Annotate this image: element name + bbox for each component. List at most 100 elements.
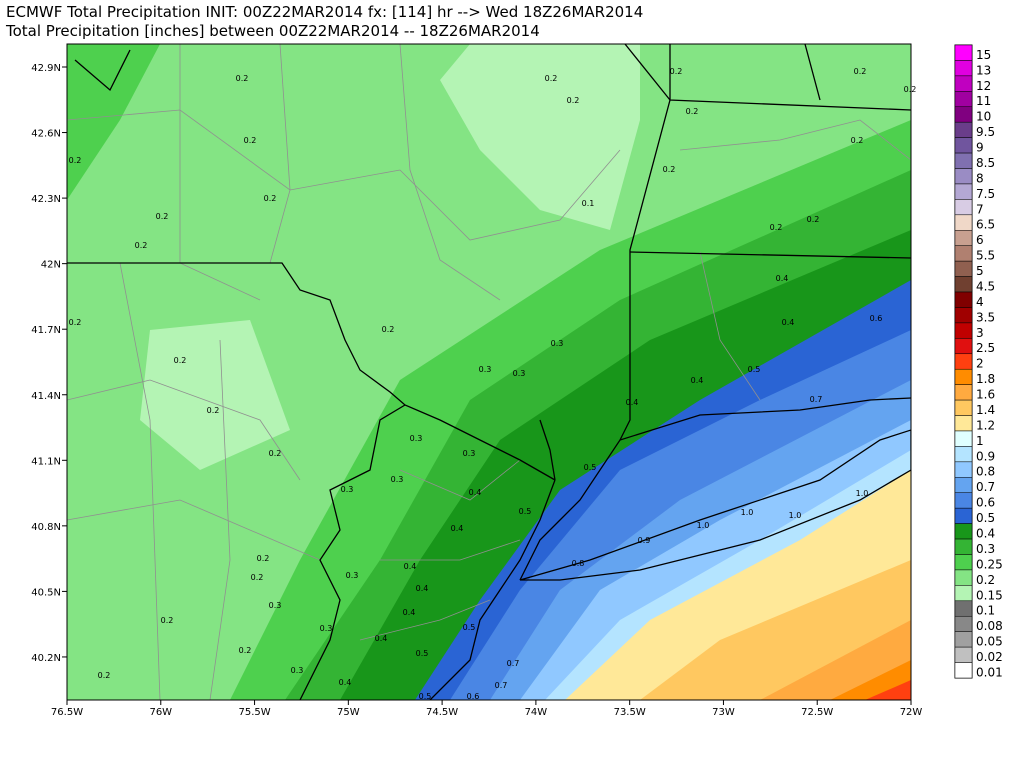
contour-label: 0.3 [513, 369, 526, 378]
colorbar-label: 8 [976, 171, 984, 185]
colorbar-swatch [954, 569, 973, 586]
colorbar-label: 0.7 [976, 480, 995, 494]
colorbar-swatch [954, 415, 973, 432]
colorbar-swatch [954, 322, 973, 339]
contour-label: 0.2 [161, 616, 174, 625]
contour-label: 1.0 [789, 511, 802, 520]
colorbar-swatch [954, 538, 973, 555]
subtitle: Total Precipitation [inches] between 00Z… [5, 22, 540, 40]
contour-label: 0.5 [419, 692, 432, 701]
colorbar-swatch [954, 44, 973, 61]
colorbar-label: 2.5 [976, 341, 995, 355]
colorbar-label: 5.5 [976, 249, 995, 263]
colorbar-label: 5 [976, 264, 984, 278]
colorbar-label: 1.4 [976, 403, 995, 417]
colorbar-label: 2 [976, 357, 984, 371]
contour-label: 0.4 [403, 608, 416, 617]
colorbar-label: 1 [976, 434, 984, 448]
colorbar-label: 10 [976, 110, 991, 124]
contour-label: 0.2 [663, 165, 676, 174]
colorbar-swatch [954, 399, 973, 416]
colorbar-label: 7.5 [976, 187, 995, 201]
colorbar-swatch [954, 430, 973, 447]
contour-label: 0.5 [463, 623, 476, 632]
contour-label: 0.2 [244, 136, 257, 145]
lat-label: 42.6N [31, 129, 61, 140]
colorbar-label: 0.2 [976, 573, 995, 587]
contour-label: 0.3 [410, 434, 423, 443]
colorbar-swatch [954, 585, 973, 602]
colorbar-swatch [954, 91, 973, 108]
lat-label: 42N [41, 260, 61, 271]
contour-label: 0.2 [135, 241, 148, 250]
colorbar-swatch [954, 276, 973, 293]
lon-label: 73W [712, 707, 735, 718]
contour-label: 0.2 [264, 194, 277, 203]
contour-label: 0.2 [807, 215, 820, 224]
lat-label: 41.1N [31, 456, 61, 467]
contour-label: 0.4 [776, 274, 789, 283]
colorbar-swatch [954, 492, 973, 509]
contour-label: 0.2 [69, 156, 82, 165]
colorbar-swatch [954, 245, 973, 262]
colorbar-swatch [954, 615, 973, 632]
contour-label: 0.3 [291, 666, 304, 675]
contour-label: 0.3 [391, 475, 404, 484]
colorbar-label: 1.8 [976, 372, 995, 386]
lat-label: 42.9N [31, 63, 61, 74]
lon-label: 75W [337, 707, 360, 718]
title: ECMWF Total Precipitation INIT: 00Z22MAR… [6, 3, 643, 21]
colorbar-swatch [954, 523, 973, 540]
lat-label: 41.7N [31, 325, 61, 336]
colorbar-swatch [954, 338, 973, 355]
colorbar-swatch [954, 353, 973, 370]
colorbar-label: 0.25 [976, 557, 1003, 571]
contour-label: 1.0 [856, 489, 869, 498]
colorbar-label: 0.6 [976, 496, 995, 510]
colorbar-label: 13 [976, 63, 991, 77]
contour-label: 0.2 [257, 554, 270, 563]
colorbar-label: 0.15 [976, 588, 1003, 602]
lon-label: 74W [525, 707, 548, 718]
contour-label: 0.4 [339, 678, 352, 687]
colorbar-swatch [954, 507, 973, 524]
contour-label: 0.8 [572, 559, 585, 568]
contour-label: 0.2 [686, 107, 699, 116]
contour-label: 0.4 [782, 318, 795, 327]
lon-label: 76.5W [51, 707, 83, 718]
colorbar-swatch [954, 307, 973, 324]
lon-label: 74.5W [426, 707, 458, 718]
lon-label: 76W [149, 707, 172, 718]
contour-label: 0.2 [98, 671, 111, 680]
colorbar-swatch [954, 75, 973, 92]
colorbar-label: 6.5 [976, 218, 995, 232]
contour-label: 0.5 [584, 463, 597, 472]
contour-label: 0.3 [320, 624, 333, 633]
colorbar-label: 9.5 [976, 125, 995, 139]
contour-label: 0.4 [375, 634, 388, 643]
colorbar-swatch [954, 554, 973, 571]
colorbar-swatch [954, 106, 973, 123]
colorbar-label: 0.3 [976, 542, 995, 556]
colorbar-label: 0.5 [976, 511, 995, 525]
lon-label: 72.5W [801, 707, 833, 718]
contour-label: 0.9 [638, 536, 651, 545]
colorbar-label: 0.02 [976, 650, 1003, 664]
colorbar-label: 3.5 [976, 310, 995, 324]
colorbar-label: 0.05 [976, 635, 1003, 649]
colorbar-swatch [954, 137, 973, 154]
colorbar-label: 8.5 [976, 156, 995, 170]
colorbar-label: 7 [976, 202, 984, 216]
colorbar-label: 11 [976, 94, 991, 108]
colorbar-label: 1.6 [976, 388, 995, 402]
contour-label: 0.2 [269, 449, 282, 458]
lat-label: 42.3N [31, 194, 61, 205]
map-frame [66, 43, 912, 701]
colorbar-label: 0.08 [976, 619, 1003, 633]
contour-label: 0.5 [748, 365, 761, 374]
contour-label: 0.2 [382, 325, 395, 334]
contour-label: 0.4 [626, 398, 639, 407]
colorbar-swatch [954, 646, 973, 663]
contour-label: 0.3 [346, 571, 359, 580]
